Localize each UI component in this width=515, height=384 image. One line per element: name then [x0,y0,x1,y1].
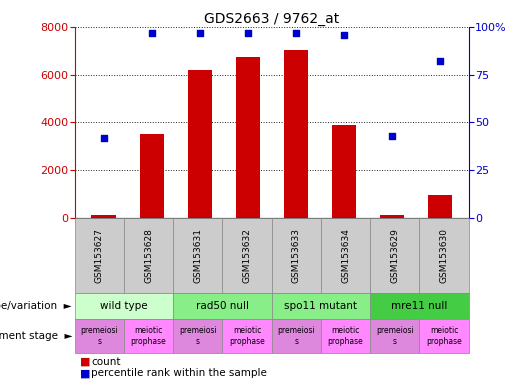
Text: ■: ■ [80,357,90,367]
Text: meiotic
prophase: meiotic prophase [328,326,364,346]
Text: premeiosi
s: premeiosi s [179,326,217,346]
Bar [380,215,404,218]
Point [99,134,108,141]
Text: ■: ■ [80,368,90,379]
Text: development stage  ►: development stage ► [0,331,72,341]
Text: GSM153632: GSM153632 [243,228,251,283]
Point [436,58,444,64]
Text: meiotic
prophase: meiotic prophase [229,326,265,346]
Title: GDS2663 / 9762_at: GDS2663 / 9762_at [204,12,339,26]
Point [291,30,300,36]
Text: GSM153633: GSM153633 [292,228,301,283]
Bar [332,125,356,218]
Text: GSM153630: GSM153630 [439,228,449,283]
Text: percentile rank within the sample: percentile rank within the sample [91,368,267,379]
Text: GSM153628: GSM153628 [144,228,153,283]
Text: GSM153634: GSM153634 [341,228,350,283]
Point [196,30,204,36]
Text: count: count [91,357,121,367]
Point [388,132,396,139]
Point [244,30,252,36]
Bar [236,57,260,218]
Text: GSM153629: GSM153629 [390,228,399,283]
Point [147,30,156,36]
Text: mre11 null: mre11 null [391,301,448,311]
Bar [428,195,452,218]
Text: rad50 null: rad50 null [196,301,249,311]
Text: GSM153627: GSM153627 [95,228,104,283]
Text: genotype/variation  ►: genotype/variation ► [0,301,72,311]
Bar [140,134,164,218]
Bar [187,70,212,218]
Text: wild type: wild type [100,301,148,311]
Text: meiotic
prophase: meiotic prophase [131,326,166,346]
Point [339,31,348,38]
Bar [284,50,307,218]
Text: premeiosi
s: premeiosi s [80,326,118,346]
Bar [92,215,115,218]
Text: premeiosi
s: premeiosi s [376,326,414,346]
Text: spo11 mutant: spo11 mutant [284,301,357,311]
Text: premeiosi
s: premeiosi s [278,326,315,346]
Text: meiotic
prophase: meiotic prophase [426,326,462,346]
Text: GSM153631: GSM153631 [193,228,202,283]
